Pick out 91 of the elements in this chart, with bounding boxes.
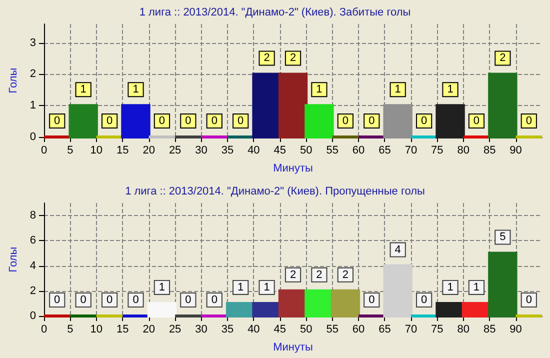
x-tick-label: 80: [457, 324, 470, 336]
data-label: 0: [342, 115, 348, 127]
y-tick-label: 2: [30, 284, 36, 297]
x-tick-label: 60: [352, 324, 365, 336]
x-tick-label: 75: [431, 324, 444, 336]
x-tick-label: 85: [483, 324, 496, 336]
data-label: 0: [54, 294, 60, 306]
data-label: 1: [264, 281, 270, 294]
x-tick-label: 50: [300, 324, 312, 336]
data-label: 0: [185, 115, 192, 127]
y-axis-title: Голы: [8, 68, 20, 94]
x-tick-label: 45: [274, 324, 286, 336]
x-tick-label: 75: [431, 144, 444, 156]
data-label: 0: [211, 294, 218, 306]
x-axis-title: Минуты: [273, 342, 314, 354]
data-label: 0: [238, 115, 244, 127]
data-label: 0: [473, 115, 480, 127]
y-axis-title: Голы: [8, 246, 20, 272]
chart-title: 1 лига :: 2013/2014. "Динамо-2" (Киев). Забитые голы: [139, 6, 411, 18]
y-tick-label: 3: [30, 36, 36, 49]
data-label: 0: [526, 115, 532, 127]
x-tick-label: 60: [352, 144, 365, 156]
x-tick-label: 65: [378, 324, 391, 336]
x-tick-label: 70: [404, 144, 418, 156]
y-tick-label: 6: [30, 234, 36, 247]
x-tick-label: 35: [221, 144, 234, 156]
data-label: 4: [394, 244, 401, 256]
data-label: 0: [106, 294, 113, 306]
data-label: 1: [158, 281, 166, 294]
x-tick-label: 40: [248, 144, 260, 156]
data-label: 0: [132, 294, 139, 306]
x-tick-label: 35: [221, 324, 234, 336]
x-tick-label: 0: [40, 144, 48, 156]
x-tick-label: 40: [248, 324, 260, 336]
data-label: 0: [211, 115, 218, 127]
data-label: 0: [368, 115, 375, 127]
x-tick-label: 0: [40, 324, 48, 336]
data-label: 2: [290, 52, 296, 64]
y-tick-label: 0: [30, 310, 36, 322]
x-tick-label: 90: [510, 144, 522, 156]
data-label: 1: [447, 281, 454, 294]
x-tick-label: 45: [274, 144, 286, 156]
chart-title: 1 лига :: 2013/2014. "Динамо-2" (Киев). Пропущенные голы: [125, 186, 426, 198]
x-tick-label: 70: [404, 324, 418, 336]
y-tick-label: 2: [30, 68, 36, 80]
x-tick-label: 65: [378, 144, 391, 156]
data-label: 5: [500, 231, 506, 244]
x-tick-label: 25: [168, 144, 182, 156]
data-label: 1: [80, 84, 86, 96]
x-tick-label: 10: [90, 324, 103, 336]
x-tick-label: 20: [142, 144, 155, 156]
data-label: 0: [420, 115, 428, 127]
y-tick-label: 4: [30, 260, 36, 272]
data-label: 1: [473, 281, 480, 294]
x-tick-label: 5: [67, 144, 74, 156]
y-tick-label: 0: [30, 131, 36, 143]
y-tick-label: 8: [30, 210, 36, 222]
x-tick-label: 80: [457, 144, 470, 156]
x-tick-label: 50: [300, 144, 312, 156]
data-label: 0: [526, 294, 532, 306]
y-tick-label: 1: [30, 100, 36, 112]
data-label: 2: [500, 52, 506, 64]
x-tick-label: 15: [116, 144, 129, 156]
data-label: 2: [264, 52, 270, 64]
data-label: 2: [342, 268, 348, 281]
x-tick-label: 85: [483, 144, 496, 156]
x-tick-label: 30: [195, 144, 208, 156]
x-tick-label: 5: [67, 324, 74, 336]
x-tick-label: 25: [168, 324, 182, 336]
data-label: 0: [420, 294, 428, 306]
data-label: 0: [368, 294, 375, 306]
data-label: 2: [316, 268, 322, 281]
x-tick-label: 30: [195, 324, 208, 336]
x-tick-label: 55: [326, 324, 338, 336]
data-label: 0: [54, 115, 60, 127]
x-tick-label: 10: [90, 144, 103, 156]
x-tick-label: 55: [326, 144, 338, 156]
data-label: 0: [80, 294, 86, 306]
data-label: 2: [290, 268, 296, 281]
x-tick-label: 90: [510, 324, 522, 336]
data-label: 1: [394, 84, 401, 96]
data-label: 0: [158, 115, 166, 127]
data-label: 0: [106, 115, 113, 127]
x-tick-label: 20: [142, 324, 155, 336]
x-axis-title: Минуты: [273, 162, 314, 174]
data-label: 0: [185, 294, 192, 306]
x-tick-label: 15: [116, 324, 129, 336]
data-label: 1: [316, 84, 322, 96]
data-label: 1: [132, 84, 139, 96]
data-label: 1: [447, 84, 454, 96]
data-label: 1: [238, 281, 244, 294]
